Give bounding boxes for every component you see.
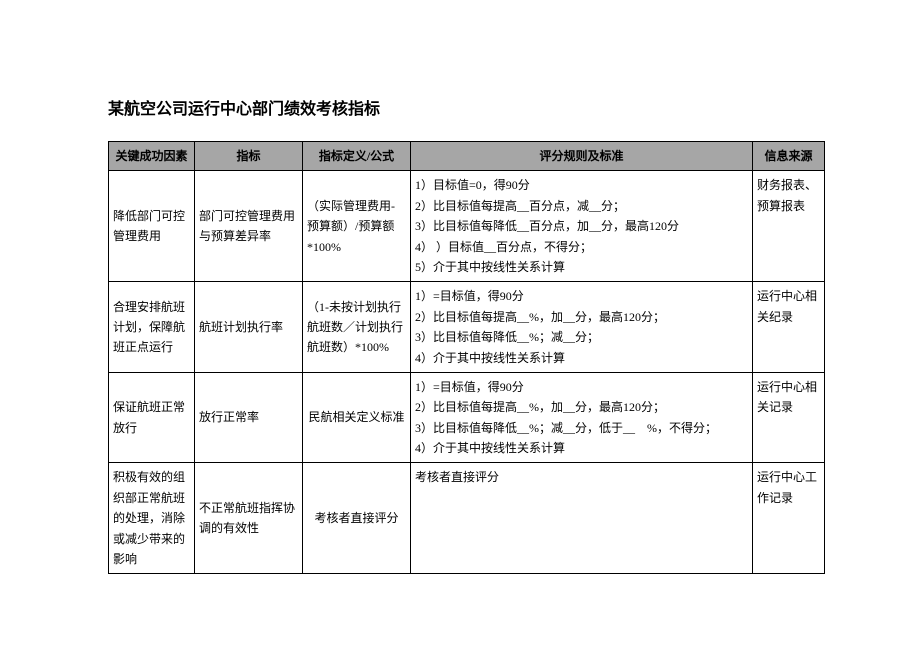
cell-rules: 1）=目标值，得90分 2）比目标值每提高__%，加__分，最高120分； 3）… xyxy=(411,282,753,373)
cell-factor: 降低部门可控管理费用 xyxy=(109,171,195,282)
cell-source: 运行中心相关纪录 xyxy=(753,282,825,373)
col-header-formula: 指标定义/公式 xyxy=(303,142,411,171)
col-header-metric: 指标 xyxy=(195,142,303,171)
page-title: 某航空公司运行中心部门绩效考核指标 xyxy=(108,95,825,119)
cell-factor: 合理安排航班计划，保障航班正点运行 xyxy=(109,282,195,373)
cell-source: 财务报表、预算报表 xyxy=(753,171,825,282)
kpi-table: 关键成功因素 指标 指标定义/公式 评分规则及标准 信息来源 降低部门可控管理费… xyxy=(108,141,825,574)
cell-metric: 航班计划执行率 xyxy=(195,282,303,373)
col-header-rules: 评分规则及标准 xyxy=(411,142,753,171)
cell-factor: 保证航班正常放行 xyxy=(109,372,195,463)
cell-formula: 民航相关定义标准 xyxy=(303,372,411,463)
cell-rules: 1）=目标值，得90分 2）比目标值每提高__%，加__分，最高120分； 3）… xyxy=(411,372,753,463)
cell-formula: （实际管理费用-预算额）/预算额*100% xyxy=(303,171,411,282)
table-row: 合理安排航班计划，保障航班正点运行 航班计划执行率 （1-未按计划执行航班数／计… xyxy=(109,282,825,373)
cell-metric: 放行正常率 xyxy=(195,372,303,463)
cell-source: 运行中心相关记录 xyxy=(753,372,825,463)
cell-rules: 1）目标值=0，得90分 2）比目标值每提高__百分点，减__分； 3）比目标值… xyxy=(411,171,753,282)
cell-rules: 考核者直接评分 xyxy=(411,463,753,574)
cell-metric: 部门可控管理费用与预算差异率 xyxy=(195,171,303,282)
table-body: 降低部门可控管理费用 部门可控管理费用与预算差异率 （实际管理费用-预算额）/预… xyxy=(109,171,825,574)
col-header-factor: 关键成功因素 xyxy=(109,142,195,171)
cell-source: 运行中心工作记录 xyxy=(753,463,825,574)
table-row: 积极有效的组织部正常航班的处理，消除或减少带来的影响 不正常航班指挥协调的有效性… xyxy=(109,463,825,574)
table-row: 降低部门可控管理费用 部门可控管理费用与预算差异率 （实际管理费用-预算额）/预… xyxy=(109,171,825,282)
cell-factor: 积极有效的组织部正常航班的处理，消除或减少带来的影响 xyxy=(109,463,195,574)
col-header-source: 信息来源 xyxy=(753,142,825,171)
cell-formula: （1-未按计划执行航班数／计划执行航班数）*100% xyxy=(303,282,411,373)
cell-formula: 考核者直接评分 xyxy=(303,463,411,574)
table-header: 关键成功因素 指标 指标定义/公式 评分规则及标准 信息来源 xyxy=(109,142,825,171)
table-row: 保证航班正常放行 放行正常率 民航相关定义标准 1）=目标值，得90分 2）比目… xyxy=(109,372,825,463)
cell-metric: 不正常航班指挥协调的有效性 xyxy=(195,463,303,574)
table-header-row: 关键成功因素 指标 指标定义/公式 评分规则及标准 信息来源 xyxy=(109,142,825,171)
document-page: 某航空公司运行中心部门绩效考核指标 关键成功因素 指标 指标定义/公式 评分规则… xyxy=(0,0,920,651)
